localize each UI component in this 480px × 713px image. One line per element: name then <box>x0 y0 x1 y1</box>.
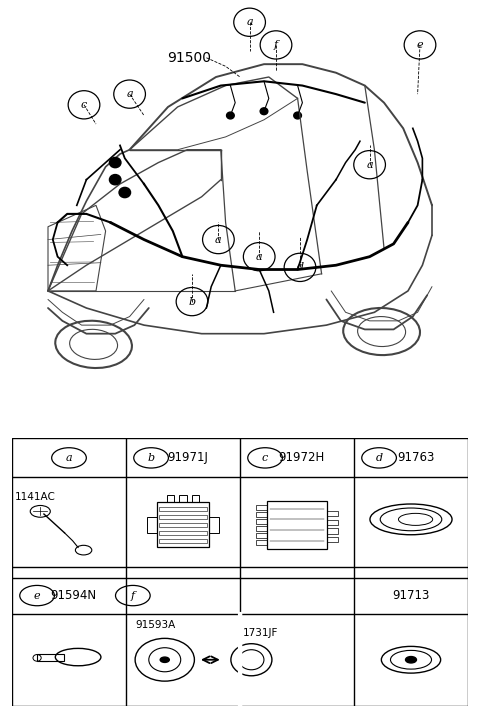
Circle shape <box>406 657 417 663</box>
Bar <box>159 506 207 511</box>
Text: e: e <box>34 590 40 600</box>
Text: 1731JF: 1731JF <box>243 628 278 638</box>
Bar <box>147 517 157 533</box>
Bar <box>256 512 267 517</box>
Text: e: e <box>417 40 423 50</box>
Circle shape <box>227 112 234 119</box>
Bar <box>256 519 267 524</box>
Circle shape <box>294 112 301 119</box>
Bar <box>326 511 338 516</box>
Text: f: f <box>274 40 278 50</box>
Circle shape <box>109 175 121 185</box>
Bar <box>159 523 207 528</box>
Text: b: b <box>147 453 155 463</box>
Text: c: c <box>262 453 268 463</box>
Text: c: c <box>81 100 87 110</box>
Text: 1141AC: 1141AC <box>14 492 55 502</box>
Bar <box>159 538 207 543</box>
Text: 91972H: 91972H <box>278 451 324 464</box>
Bar <box>159 530 207 535</box>
Bar <box>209 517 219 533</box>
Text: 91713: 91713 <box>392 589 430 602</box>
Bar <box>192 496 199 502</box>
Text: a: a <box>66 453 72 463</box>
Circle shape <box>109 158 121 168</box>
Text: 91500: 91500 <box>168 51 212 65</box>
Bar <box>267 501 326 549</box>
Text: 91971J: 91971J <box>167 451 208 464</box>
Text: a: a <box>126 89 133 99</box>
Bar <box>256 506 267 510</box>
Bar <box>326 520 338 525</box>
Circle shape <box>260 108 268 115</box>
Text: a: a <box>366 160 373 170</box>
Circle shape <box>119 188 131 198</box>
Text: 91594N: 91594N <box>50 589 96 602</box>
Bar <box>256 540 267 545</box>
Bar <box>326 528 338 533</box>
Bar <box>180 496 187 502</box>
Text: f: f <box>131 590 135 600</box>
Bar <box>256 533 267 538</box>
Text: d: d <box>297 262 303 272</box>
Bar <box>157 502 209 548</box>
Text: 91763: 91763 <box>397 451 434 464</box>
Bar <box>37 655 64 661</box>
Text: 91593A: 91593A <box>135 620 176 630</box>
Text: b: b <box>189 297 195 307</box>
Text: a: a <box>256 252 263 262</box>
Circle shape <box>160 657 169 662</box>
Text: a: a <box>246 17 253 27</box>
Bar <box>167 496 174 502</box>
Text: a: a <box>215 235 222 245</box>
Bar <box>256 526 267 531</box>
Bar <box>159 515 207 519</box>
Bar <box>326 537 338 542</box>
Text: d: d <box>375 453 383 463</box>
